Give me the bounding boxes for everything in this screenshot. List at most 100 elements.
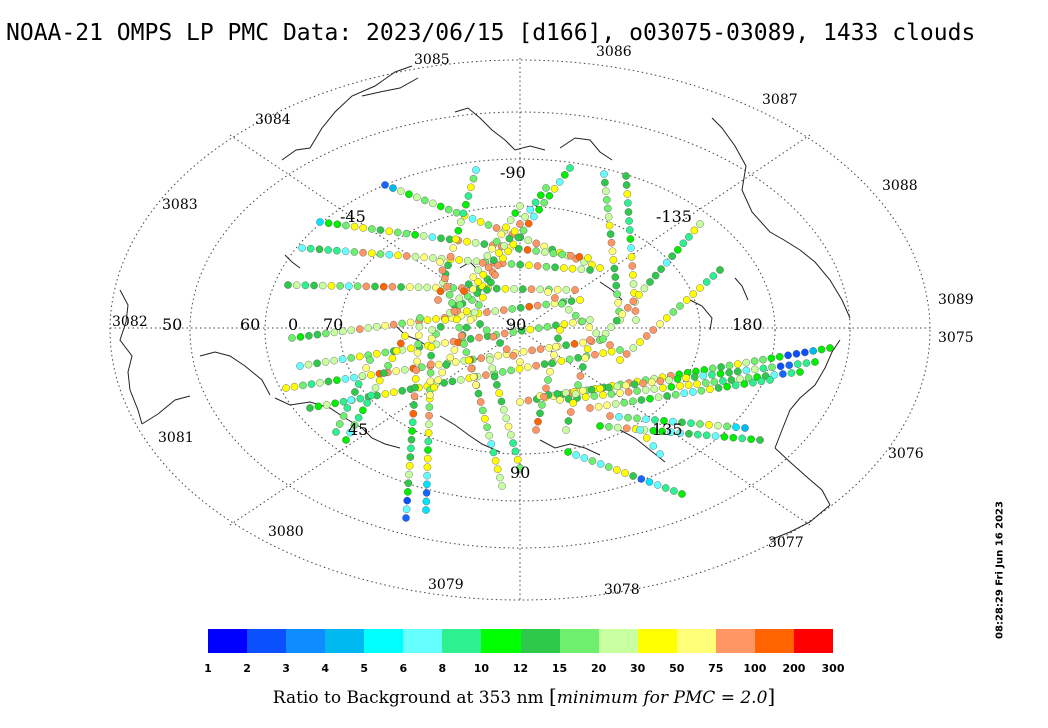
pmc-point bbox=[605, 221, 614, 230]
pmc-point bbox=[792, 349, 801, 358]
orbit-label: 3083 bbox=[162, 197, 198, 213]
pmc-point bbox=[566, 251, 575, 260]
pmc-point bbox=[469, 285, 477, 293]
pmc-point bbox=[486, 356, 494, 364]
pmc-point bbox=[509, 328, 518, 337]
pmc-point bbox=[516, 358, 524, 366]
pmc-point bbox=[477, 354, 486, 363]
pmc-point bbox=[416, 314, 424, 322]
pmc-point bbox=[402, 505, 411, 514]
pmc-point bbox=[450, 346, 459, 354]
pmc-point bbox=[305, 331, 313, 340]
pmc-point bbox=[448, 377, 457, 386]
pmc-point bbox=[298, 244, 306, 252]
colorbar-segment bbox=[715, 629, 755, 653]
pmc-point bbox=[491, 271, 499, 279]
pmc-point bbox=[355, 352, 364, 361]
pmc-point bbox=[376, 250, 385, 258]
pmc-point bbox=[362, 364, 371, 372]
pmc-point bbox=[540, 392, 548, 401]
orbit-label: 3079 bbox=[428, 577, 464, 593]
coastline bbox=[769, 504, 831, 541]
pmc-point bbox=[622, 172, 630, 180]
pmc-point bbox=[375, 376, 384, 385]
pmc-point bbox=[336, 282, 345, 290]
pmc-point bbox=[615, 412, 623, 421]
pmc-point bbox=[733, 367, 742, 376]
pmc-point bbox=[464, 356, 473, 365]
pmc-point bbox=[480, 240, 489, 248]
pmc-point bbox=[679, 239, 688, 248]
pmc-point bbox=[768, 363, 776, 372]
pmc-point bbox=[637, 396, 646, 404]
pmc-point bbox=[494, 351, 503, 360]
pmc-point bbox=[607, 347, 616, 356]
pmc-point bbox=[629, 472, 637, 480]
pmc-point bbox=[410, 392, 419, 401]
pmc-point bbox=[407, 444, 415, 453]
pmc-point bbox=[564, 448, 572, 456]
pmc-point bbox=[359, 223, 368, 232]
pmc-point bbox=[424, 437, 433, 446]
pmc-point bbox=[612, 316, 621, 325]
pmc-point bbox=[586, 404, 594, 412]
pmc-point bbox=[307, 380, 316, 388]
pmc-point bbox=[489, 332, 498, 341]
pmc-point bbox=[632, 316, 640, 324]
pmc-point bbox=[676, 382, 684, 390]
pmc-point bbox=[676, 429, 684, 437]
pmc-point bbox=[537, 191, 545, 199]
pmc-point bbox=[708, 364, 717, 373]
pmc-point bbox=[811, 358, 819, 366]
pmc-point bbox=[571, 286, 579, 294]
pmc-point bbox=[605, 383, 613, 392]
pmc-point bbox=[732, 423, 740, 432]
pmc-point bbox=[618, 310, 627, 319]
pmc-point bbox=[577, 265, 586, 274]
pmc-point bbox=[516, 303, 525, 312]
pmc-point bbox=[392, 367, 401, 375]
pmc-point bbox=[516, 220, 524, 228]
pmc-point bbox=[694, 430, 702, 439]
latitude-circle bbox=[109, 59, 931, 601]
pmc-point bbox=[697, 386, 706, 395]
pmc-point bbox=[407, 344, 415, 353]
pmc-point bbox=[472, 166, 480, 174]
pmc-point bbox=[413, 357, 421, 366]
pmc-point bbox=[304, 360, 313, 369]
pmc-point bbox=[734, 360, 742, 368]
pmc-point bbox=[516, 260, 525, 269]
pmc-point bbox=[388, 354, 397, 363]
pmc-point bbox=[414, 283, 423, 292]
pmc-point bbox=[437, 234, 445, 243]
pmc-point bbox=[459, 209, 468, 218]
orbit-label: 3075 bbox=[938, 330, 974, 346]
colorbar bbox=[208, 629, 833, 653]
pmc-point bbox=[411, 230, 419, 239]
pmc-point bbox=[372, 322, 381, 331]
pmc-point bbox=[501, 284, 510, 293]
pmc-point bbox=[767, 354, 776, 363]
pmc-point bbox=[353, 282, 362, 291]
pmc-point bbox=[434, 376, 442, 384]
orbit-label: 3077 bbox=[768, 535, 804, 551]
pmc-point bbox=[396, 339, 405, 348]
pmc-point bbox=[614, 298, 622, 307]
pmc-point bbox=[809, 347, 818, 355]
orbit-label: 3086 bbox=[596, 44, 632, 60]
pmc-point bbox=[354, 413, 363, 422]
colorbar-label-main: Ratio to Background at 353 nm bbox=[272, 688, 544, 708]
colorbar-tick-label: 300 bbox=[821, 662, 845, 675]
pmc-point bbox=[653, 481, 662, 489]
pmc-point bbox=[705, 420, 713, 429]
pmc-point bbox=[540, 360, 549, 368]
pmc-point bbox=[562, 426, 570, 434]
pmc-point bbox=[710, 378, 719, 386]
pmc-point bbox=[332, 428, 340, 436]
pmc-point bbox=[596, 422, 604, 430]
pmc-point bbox=[524, 236, 533, 245]
pmc-point bbox=[599, 391, 607, 399]
pmc-point bbox=[613, 382, 622, 391]
pmc-point bbox=[817, 345, 826, 354]
pmc-point bbox=[562, 285, 571, 294]
